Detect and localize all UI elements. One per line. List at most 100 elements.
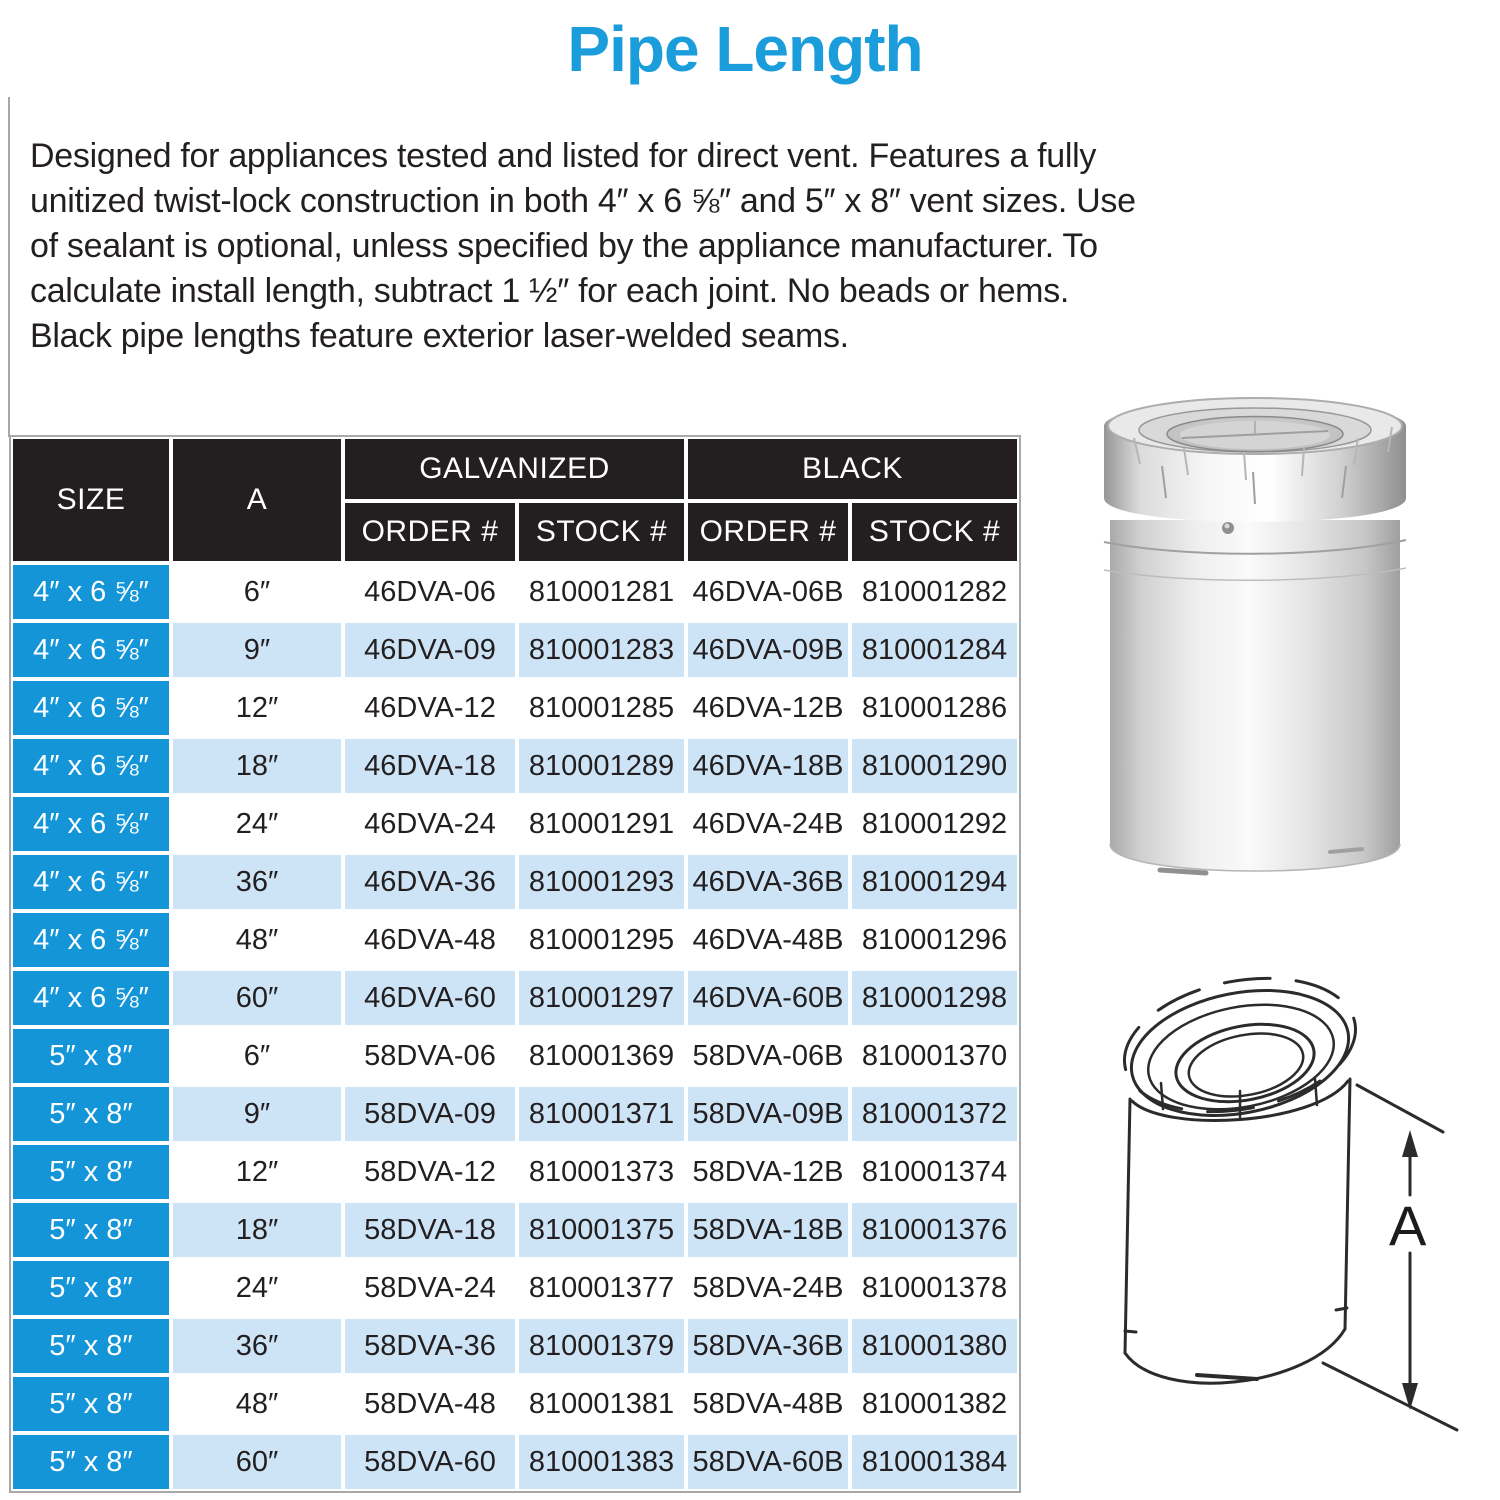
black-stock-cell: 810001282: [852, 565, 1017, 619]
pipe-details: [1157, 522, 1364, 876]
galvanized-order-cell: 58DVA-12: [345, 1145, 515, 1199]
galvanized-order-cell: 46DVA-36: [345, 855, 515, 909]
length-a-cell: 24″: [173, 797, 341, 851]
galvanized-order-cell: 58DVA-36: [345, 1319, 515, 1373]
black-order-cell: 46DVA-36B: [688, 855, 848, 909]
galvanized-stock-cell: 810001381: [519, 1377, 684, 1431]
column-header-galvanized-stock: STOCK #: [519, 503, 684, 561]
black-stock-cell: 810001376: [852, 1203, 1017, 1257]
length-a-cell: 6″: [173, 565, 341, 619]
page-title: Pipe Length: [567, 13, 923, 85]
galvanized-stock-cell: 810001371: [519, 1087, 684, 1141]
black-order-cell: 46DVA-18B: [688, 739, 848, 793]
galvanized-order-cell: 58DVA-18: [345, 1203, 515, 1257]
black-stock-cell: 810001292: [852, 797, 1017, 851]
size-cell: 4″ x 6 ⅝″: [13, 623, 169, 677]
black-stock-cell: 810001294: [852, 855, 1017, 909]
black-order-cell: 58DVA-48B: [688, 1377, 848, 1431]
length-a-cell: 18″: [173, 1203, 341, 1257]
column-header-galvanized-order: ORDER #: [345, 503, 515, 561]
galvanized-order-cell: 46DVA-48: [345, 913, 515, 967]
length-a-cell: 36″: [173, 1319, 341, 1373]
galvanized-order-cell: 46DVA-60: [345, 971, 515, 1025]
size-cell: 5″ x 8″: [13, 1145, 169, 1199]
black-stock-cell: 810001372: [852, 1087, 1017, 1141]
drawing-twist-lock-collar: [1123, 976, 1357, 1122]
galvanized-stock-cell: 810001289: [519, 739, 684, 793]
pipe-collar: [1104, 397, 1406, 522]
size-cell: 4″ x 6 ⅝″: [13, 797, 169, 851]
size-cell: 5″ x 8″: [13, 1029, 169, 1083]
black-order-cell: 58DVA-18B: [688, 1203, 848, 1257]
pipe-seams: [1103, 539, 1407, 581]
column-group-galvanized: GALVANIZED: [345, 439, 684, 499]
size-cell: 5″ x 8″: [13, 1203, 169, 1257]
galvanized-order-cell: 58DVA-09: [345, 1087, 515, 1141]
galvanized-stock-cell: 810001291: [519, 797, 684, 851]
length-a-cell: 60″: [173, 971, 341, 1025]
size-cell: 4″ x 6 ⅝″: [13, 565, 169, 619]
size-cell: 4″ x 6 ⅝″: [13, 971, 169, 1025]
galvanized-stock-cell: 810001297: [519, 971, 684, 1025]
length-a-cell: 36″: [173, 855, 341, 909]
pipe-product-photo: [1103, 397, 1407, 876]
black-order-cell: 46DVA-06B: [688, 565, 848, 619]
galvanized-stock-cell: 810001281: [519, 565, 684, 619]
galvanized-stock-cell: 810001377: [519, 1261, 684, 1315]
column-header-size: SIZE: [13, 439, 169, 561]
size-cell: 5″ x 8″: [13, 1319, 169, 1373]
drawing-pipe-body: [1123, 1077, 1352, 1385]
black-order-cell: 46DVA-24B: [688, 797, 848, 851]
black-stock-cell: 810001298: [852, 971, 1017, 1025]
black-stock-cell: 810001378: [852, 1261, 1017, 1315]
galvanized-order-cell: 46DVA-18: [345, 739, 515, 793]
size-cell: 5″ x 8″: [13, 1087, 169, 1141]
size-cell: 5″ x 8″: [13, 1377, 169, 1431]
black-stock-cell: 810001290: [852, 739, 1017, 793]
length-a-cell: 9″: [173, 1087, 341, 1141]
description-text: Designed for appliances tested and liste…: [30, 137, 1136, 355]
black-stock-cell: 810001380: [852, 1319, 1017, 1373]
galvanized-order-cell: 58DVA-24: [345, 1261, 515, 1315]
black-order-cell: 58DVA-09B: [688, 1087, 848, 1141]
galvanized-order-cell: 46DVA-06: [345, 565, 515, 619]
black-order-cell: 46DVA-09B: [688, 623, 848, 677]
black-order-cell: 58DVA-60B: [688, 1435, 848, 1489]
galvanized-order-cell: 46DVA-24: [345, 797, 515, 851]
size-cell: 4″ x 6 ⅝″: [13, 681, 169, 735]
black-order-cell: 58DVA-06B: [688, 1029, 848, 1083]
galvanized-order-cell: 58DVA-60: [345, 1435, 515, 1489]
black-stock-cell: 810001286: [852, 681, 1017, 735]
drawing-dimension-lines: [1321, 1083, 1459, 1432]
length-a-cell: 12″: [173, 681, 341, 735]
black-order-cell: 58DVA-24B: [688, 1261, 848, 1315]
pipe-dimension-drawing: A: [1123, 976, 1459, 1432]
black-stock-cell: 810001370: [852, 1029, 1017, 1083]
black-order-cell: 46DVA-12B: [688, 681, 848, 735]
black-order-cell: 58DVA-12B: [688, 1145, 848, 1199]
black-order-cell: 46DVA-60B: [688, 971, 848, 1025]
length-a-cell: 18″: [173, 739, 341, 793]
size-cell: 5″ x 8″: [13, 1261, 169, 1315]
table-grid: SIZE A GALVANIZED BLACK ORDER # STOCK # …: [11, 437, 1019, 1491]
length-a-cell: 60″: [173, 1435, 341, 1489]
length-a-cell: 6″: [173, 1029, 341, 1083]
size-cell: 5″ x 8″: [13, 1435, 169, 1489]
column-group-black: BLACK: [688, 439, 1017, 499]
column-header-black-order: ORDER #: [688, 503, 848, 561]
galvanized-stock-cell: 810001379: [519, 1319, 684, 1373]
galvanized-order-cell: 46DVA-12: [345, 681, 515, 735]
length-a-cell: 24″: [173, 1261, 341, 1315]
black-stock-cell: 810001374: [852, 1145, 1017, 1199]
size-cell: 4″ x 6 ⅝″: [13, 739, 169, 793]
length-a-cell: 48″: [173, 913, 341, 967]
size-cell: 4″ x 6 ⅝″: [13, 913, 169, 967]
galvanized-stock-cell: 810001285: [519, 681, 684, 735]
length-a-cell: 9″: [173, 623, 341, 677]
black-stock-cell: 810001382: [852, 1377, 1017, 1431]
left-column-rule: [8, 97, 10, 437]
drawing-arrowheads: [1402, 1130, 1418, 1410]
galvanized-stock-cell: 810001293: [519, 855, 684, 909]
galvanized-order-cell: 46DVA-09: [345, 623, 515, 677]
pipe-body: [1109, 520, 1401, 872]
